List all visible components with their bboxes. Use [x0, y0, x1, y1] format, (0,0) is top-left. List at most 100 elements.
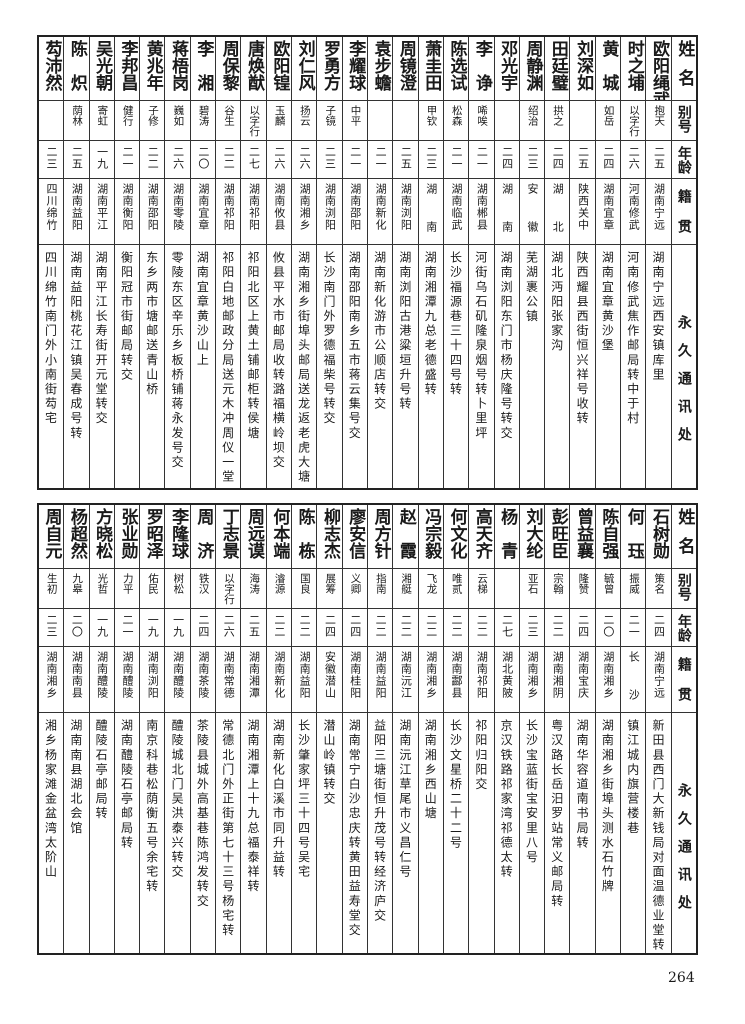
header-cell-name: 姓名: [671, 505, 696, 569]
cell-name: 石树勋: [646, 505, 671, 569]
cell-alias: 扬云: [292, 101, 317, 141]
cell-origin: 湖南茶陵: [190, 647, 216, 713]
person-name: 杨青: [497, 508, 518, 569]
cell-name: 芶沛然: [38, 37, 64, 101]
person-column: 李隆球 树松 一九 湖南醴陵 醴陵城北门吴洪泰兴转交: [164, 505, 190, 953]
person-alias: 策名: [653, 573, 666, 594]
cell-alias: 中平: [342, 101, 367, 141]
person-address: 镇江城内旗营楼巷: [625, 719, 640, 836]
cell-address: 祁阳白地邮政分局送元木冲周仪一堂: [216, 245, 240, 488]
cell-alias: 唏唉: [469, 101, 494, 141]
person-column: 柳志杰 展筹 二四 安徽潜山 潜山岭镇转交: [316, 505, 342, 953]
cell-origin: 湖南浏阳: [140, 647, 165, 713]
cell-origin: 湖南祁阳: [469, 647, 494, 713]
person-name: 周方针: [370, 508, 391, 559]
person-alias: 九皋: [71, 573, 84, 594]
person-name: 李邦昌: [117, 40, 138, 91]
header-cell-name: 姓名: [671, 37, 696, 101]
person-age: 二二: [399, 614, 413, 638]
person-name: 李耀球: [345, 40, 366, 91]
cell-address: 湖南邵阳南乡五市蒋云集号交: [343, 245, 367, 488]
cell-age: 二六: [216, 609, 241, 647]
cell-origin: 湖南宜章: [190, 179, 216, 245]
person-address: 湖南南县湖北会馆: [68, 719, 83, 836]
person-origin: 湖南平江: [95, 183, 109, 231]
person-alias: 光哲: [96, 573, 109, 594]
person-address: 湖南湘潭九总老德盛转: [423, 251, 438, 397]
cell-address: 湖南宁远西安镇库里: [646, 245, 670, 488]
cell-alias: 宗翰: [545, 569, 570, 609]
cell-address: 东乡两市塘邮送青山桥: [140, 245, 164, 488]
person-column: 方晓松 光哲 一九 湖南醴陵 醴陵石亭邮局转: [88, 505, 114, 953]
cell-origin: 湖南湘乡: [38, 647, 64, 713]
cell-age: 二三: [38, 141, 64, 179]
person-origin: 湖南宁远: [652, 651, 666, 699]
person-name: 黄兆年: [142, 40, 163, 91]
header-cell-address: 永久通讯处: [672, 245, 696, 488]
person-name: 何文化: [446, 508, 467, 559]
cell-origin: 湖南湘阴: [545, 647, 570, 713]
cell-address: 醴陵城北门吴洪泰兴转交: [165, 713, 189, 953]
cell-alias: [38, 101, 64, 141]
cell-name: 周远谟: [241, 505, 266, 569]
cell-age: 一九: [89, 609, 114, 647]
person-column: 蒋梧岗 巍如 二六 湖南零陵 零陵东区辛乐乡板桥铺蒋永发号交: [164, 37, 190, 488]
person-address: 东乡两市塘邮送青山桥: [144, 251, 159, 397]
cell-alias: 海涛: [241, 569, 266, 609]
cell-address: 湖南醴陵石亭邮局转: [115, 713, 139, 953]
cell-origin: 湖南平江: [89, 179, 114, 245]
cell-alias: 如岳: [595, 101, 621, 141]
cell-address: 新田县西门大新钱局对面温德业堂转: [646, 713, 670, 953]
person-name: 田廷璧: [547, 40, 568, 91]
person-column: 邓光宇 二四 湖南 湖南浏阳东门市杨庆隆号转交: [493, 37, 519, 488]
cell-age: 二二: [443, 609, 469, 647]
cell-origin: 安徽: [519, 179, 545, 245]
person-age: 二四: [500, 146, 514, 170]
cell-alias: 荫林: [64, 101, 89, 141]
cell-alias: [393, 101, 418, 141]
person-origin: 湖南新化: [374, 183, 388, 231]
header-column: 姓名 别号 年龄 籍贯 永久通讯处: [670, 505, 696, 953]
cell-alias: [570, 101, 595, 141]
person-age: 二七: [247, 146, 261, 170]
cell-address: 湖南湘潭九总老德盛转: [419, 245, 443, 488]
person-origin: 湖南临武: [450, 183, 464, 231]
cell-name: 萧圭田: [418, 37, 443, 101]
cell-age: 二六: [621, 141, 646, 179]
person-name: 周济: [193, 508, 214, 569]
cell-address: 湖南宜章黄沙山上: [191, 245, 215, 488]
cell-address: 湖南常宁白沙忠庆转黄田益寿堂交: [343, 713, 367, 953]
person-name: 刘大纶: [522, 508, 543, 559]
person-age: 二〇: [601, 614, 615, 638]
cell-alias: [494, 569, 519, 609]
person-address: 醴陵城北门吴洪泰兴转交: [170, 719, 185, 880]
cell-name: 张业勋: [114, 505, 140, 569]
cell-origin: 湖南南县: [64, 647, 89, 713]
cell-age: 一九: [165, 609, 190, 647]
person-address: 湖南平江长寿街开元堂转交: [94, 251, 109, 427]
person-alias: 巍如: [172, 105, 185, 126]
person-alias: 宗翰: [552, 573, 565, 594]
person-column: 芶沛然 二三 四川绵竹 四川绵竹南门外小南街芶宅: [38, 37, 64, 488]
cell-alias: 展筹: [317, 569, 342, 609]
cell-origin: 湖南益阳: [64, 179, 89, 245]
person-alias: 濬源: [273, 573, 286, 594]
cell-alias: [367, 101, 393, 141]
cell-age: 二二: [367, 609, 393, 647]
cell-age: 二四: [595, 141, 621, 179]
cell-origin: 湖南浏阳: [317, 179, 342, 245]
cell-address: 攸县平水市邮局收转潞福横岭坝交: [267, 245, 291, 488]
person-origin: 湖南醴陵: [171, 651, 185, 699]
cell-alias: 濬源: [266, 569, 291, 609]
cell-age: 二二: [216, 141, 241, 179]
cell-name: 蒋梧岗: [165, 37, 190, 101]
cell-address: 茶陵县城外高基巷陈鸿发转交: [191, 713, 215, 953]
person-age: 二三: [323, 146, 337, 170]
person-name: 欧阳锽: [269, 40, 290, 91]
cell-name: 何珏: [621, 505, 646, 569]
person-column: 黄兆年 子修 二二 湖南邵阳 东乡两市塘邮送青山桥: [139, 37, 165, 488]
person-age: 二一: [627, 614, 641, 638]
person-age: 二四: [323, 614, 337, 638]
person-address: 祁阳白地邮政分局送元木冲周仪一堂: [220, 251, 235, 485]
cell-name: 柳志杰: [317, 505, 342, 569]
